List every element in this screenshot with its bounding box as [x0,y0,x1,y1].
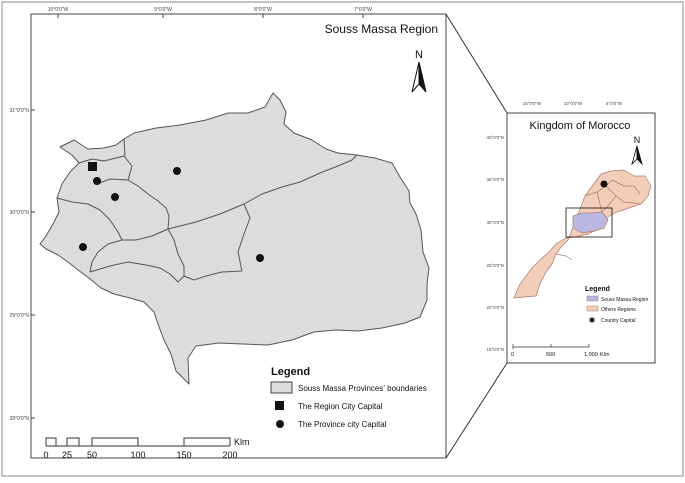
legend-square-symbol [275,401,284,410]
inset-left-tick: 35°0'0"N [486,177,504,182]
main-top-tick: 8°0'0"W [254,7,272,13]
connector-line [445,13,508,114]
scale-label: 150 [176,450,191,460]
main-north-label: N [415,49,423,61]
inset-top-tick: 5°0'0"W [606,101,623,106]
inset-map-title: Kingdom of Morocco [530,120,631,132]
main-map-title: Souss Massa Region [325,22,438,36]
inset-scale-label: 0 [511,352,514,358]
legend-item-label: The Province city Capital [298,420,387,429]
main-map: 10°0'0"W 9°0'0"W 8°0'0"W 7°0'0"W 31°0'0"… [10,7,447,460]
inset-legend-label: Country Capital [601,318,635,324]
main-left-tick: 29°0'0"N [10,313,30,319]
province-capital-marker [79,243,87,251]
main-top-tick: 7°0'0"W [354,7,372,13]
inset-scale-label: 1,000 [584,352,598,358]
main-top-tick: 9°0'0"W [154,7,172,13]
inset-swatch-souss-massa [586,295,599,302]
scale-label: 0 [43,450,48,460]
inset-scale-labels: 0 500 1,000 Klm [511,352,610,358]
inset-left-ticks: 40°0'0"N 35°0'0"N 30°0'0"N 25°0'0"N 20°0… [486,135,504,352]
scale-label: 200 [222,450,237,460]
province-boundaries [56,138,358,283]
main-left-tick: 28°0'0"N [10,416,30,422]
morocco-regions [513,169,652,299]
souss-massa-provinces [39,92,430,385]
inset-scale-bar [512,344,590,349]
region-capital-marker [88,162,97,171]
inset-north-label: N [634,135,641,145]
province-capital-marker [256,254,264,262]
inset-top-tick: 15°0'0"W [523,101,542,106]
legend-circle-symbol [276,420,284,428]
inset-top-tick: 10°0'0"W [564,101,583,106]
inset-scale-unit: Klm [600,352,610,358]
inset-left-tick: 20°0'0"N [486,305,504,310]
inset-legend-label: Others Regions [601,307,636,313]
inset-legend: Legend Souss Massa Region Others Regions… [585,286,648,324]
souss-massa-region [572,211,609,234]
main-north-arrow-icon: N [411,49,427,93]
scale-label: 50 [87,450,97,460]
main-top-tick: 10°0'0"W [48,7,69,13]
inset-region-highlight-box [565,207,613,238]
scale-label: 25 [62,450,72,460]
legend-item-label: Souss Massa Provinces' boundaries [298,384,427,393]
inset-scale-label: 500 [546,352,555,358]
inset-left-tick: 25°0'0"N [486,263,504,268]
main-legend: Legend Souss Massa Provinces' boundaries… [270,366,427,429]
main-left-ticks: 31°0'0"N 30°0'0"N 29°0'0"N 28°0'0"N [10,108,35,422]
inset-left-tick: 40°0'0"N [486,135,504,140]
region-outline [39,92,430,385]
legend-item-label: The Region City Capital [298,402,383,411]
inset-swatch-others [586,305,599,312]
main-scale-bar [45,437,231,447]
main-left-tick: 31°0'0"N [10,108,30,114]
inset-left-tick: 30°0'0"N [486,220,504,225]
main-top-ticks: 10°0'0"W 9°0'0"W 8°0'0"W 7°0'0"W [48,7,372,18]
main-legend-title: Legend [271,366,310,378]
inset-left-tick: 15°0'0"N [486,347,504,352]
country-capital-marker [600,180,608,188]
inset-top-ticks: 15°0'0"W 10°0'0"W 5°0'0"W [523,101,623,106]
province-capital-marker [173,167,181,175]
main-scale-unit: Klm [234,437,250,447]
main-scale-labels: 0 25 50 100 150 200 [43,450,237,460]
scale-label: 100 [130,450,145,460]
connector-line [445,362,508,459]
inset-map: 15°0'0"W 10°0'0"W 5°0'0"W 40°0'0"N 35°0'… [486,101,656,364]
province-capital-marker [93,177,101,185]
inset-legend-label: Souss Massa Region [601,297,648,303]
province-capital-marker [111,193,119,201]
other-regions [513,169,652,299]
legend-polygon-swatch [270,381,293,394]
inset-north-arrow-icon: N [631,135,643,166]
inset-legend-title: Legend [585,286,610,293]
main-left-tick: 30°0'0"N [10,210,30,216]
inset-map-frame [506,112,656,364]
inset-legend-dot [589,317,595,323]
